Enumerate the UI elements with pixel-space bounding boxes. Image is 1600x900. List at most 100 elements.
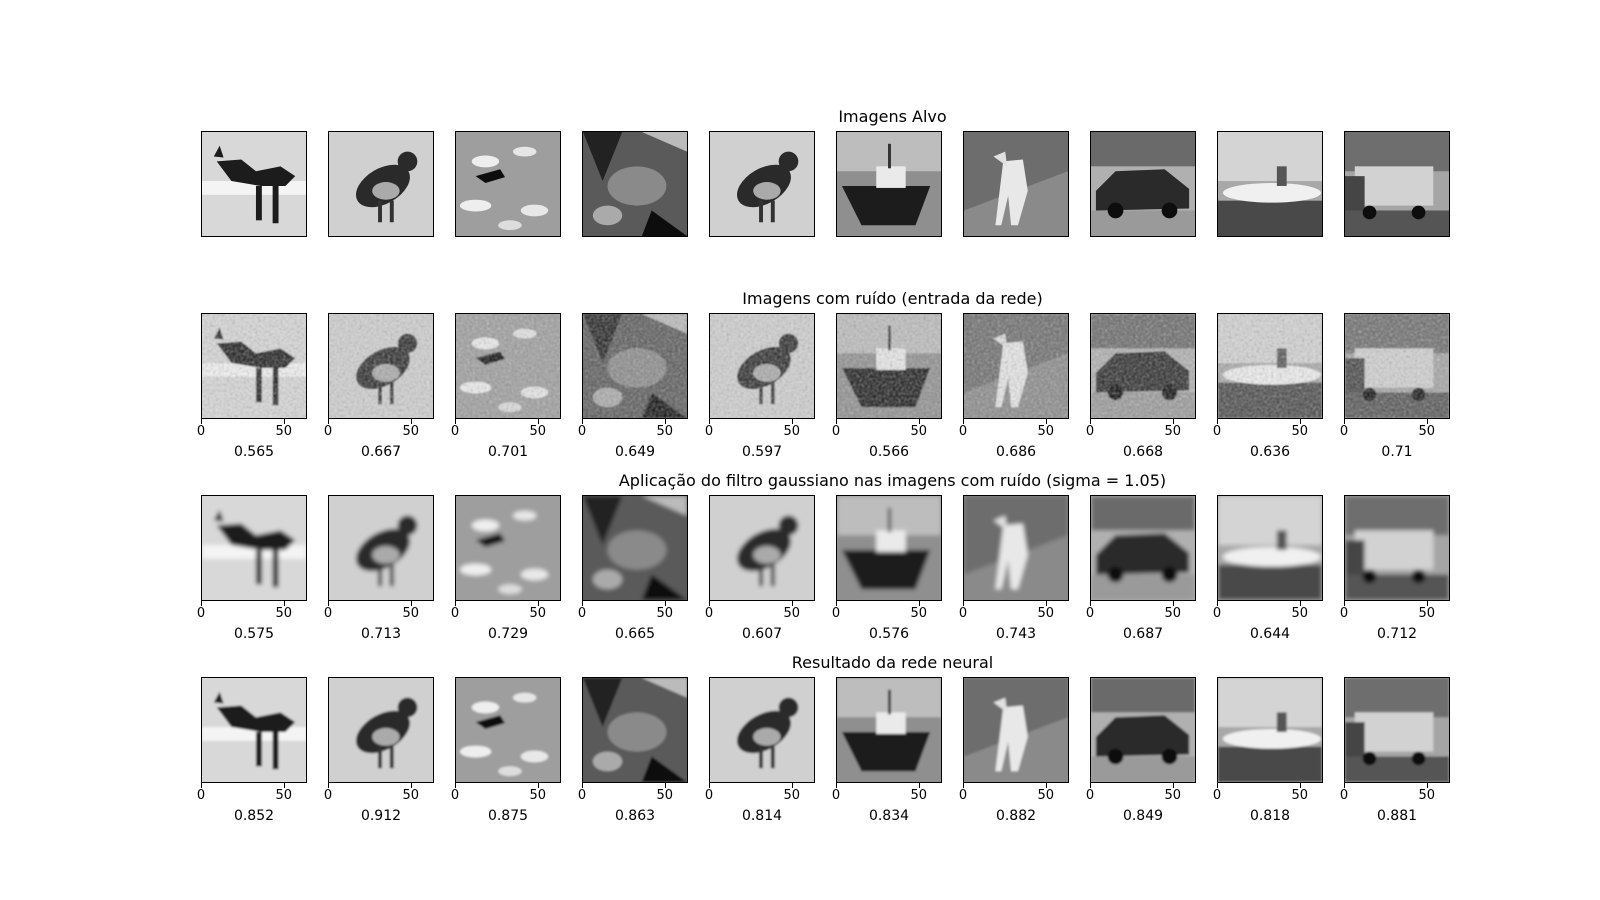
row-title: Resultado da rede neural	[791, 653, 994, 672]
x-tick-label: 50	[1291, 606, 1309, 621]
image-panel-ship	[1217, 677, 1323, 783]
image-panel-automobile	[1090, 495, 1196, 601]
row-title: Aplicação do filtro gaussiano nas imagen…	[618, 471, 1167, 490]
x-tick	[1426, 601, 1428, 606]
x-tick-label: 0	[323, 788, 333, 803]
ssim-score: 0.881	[1376, 808, 1418, 824]
x-tick	[1090, 601, 1091, 606]
x-tick	[328, 783, 329, 788]
x-tick	[836, 601, 837, 606]
x-tick	[537, 783, 539, 788]
image-panel-truck	[1344, 313, 1450, 419]
image-panel-horse	[963, 495, 1069, 601]
image-panel-truck	[1344, 495, 1450, 601]
x-tick-label: 0	[1085, 424, 1095, 439]
ssim-score: 0.565	[233, 444, 275, 460]
x-tick	[1344, 783, 1345, 788]
x-tick-label: 50	[1164, 424, 1182, 439]
x-tick	[537, 419, 539, 424]
x-tick-label: 0	[196, 424, 206, 439]
x-tick	[410, 601, 412, 606]
x-tick-label: 50	[275, 424, 293, 439]
image-panel-frog	[582, 495, 688, 601]
ssim-score: 0.713	[360, 626, 402, 642]
x-tick	[201, 601, 202, 606]
x-tick	[836, 419, 837, 424]
x-tick-label: 50	[402, 606, 420, 621]
x-tick-label: 0	[323, 606, 333, 621]
x-tick	[918, 601, 920, 606]
image-panel-cat	[201, 313, 307, 419]
x-tick-label: 50	[529, 606, 547, 621]
x-tick-label: 0	[958, 606, 968, 621]
x-tick	[283, 601, 285, 606]
x-tick-label: 0	[450, 424, 460, 439]
image-panel-ship	[1217, 313, 1323, 419]
x-tick-label: 0	[1339, 788, 1349, 803]
x-tick	[709, 601, 710, 606]
ssim-score: 0.849	[1122, 808, 1164, 824]
x-tick	[328, 601, 329, 606]
ssim-score: 0.712	[1376, 626, 1418, 642]
x-tick-label: 0	[1339, 424, 1349, 439]
x-tick-label: 50	[910, 788, 928, 803]
image-panel-bird	[709, 313, 815, 419]
ssim-score: 0.644	[1249, 626, 1291, 642]
x-tick-label: 0	[577, 606, 587, 621]
x-tick-label: 50	[910, 606, 928, 621]
ssim-score: 0.668	[1122, 444, 1164, 460]
ssim-score: 0.882	[995, 808, 1037, 824]
image-panel-airplane	[455, 495, 561, 601]
image-panel-automobile	[1090, 131, 1196, 237]
x-tick-label: 50	[529, 424, 547, 439]
ssim-score: 0.566	[868, 444, 910, 460]
image-panel-automobile	[1090, 677, 1196, 783]
ssim-score: 0.852	[233, 808, 275, 824]
x-tick-label: 0	[577, 788, 587, 803]
x-tick-label: 0	[704, 424, 714, 439]
x-tick-label: 0	[704, 606, 714, 621]
ssim-score: 0.863	[614, 808, 656, 824]
image-panel-ship	[1217, 495, 1323, 601]
x-tick	[963, 783, 964, 788]
image-panel-ship	[1217, 131, 1323, 237]
x-tick	[918, 783, 920, 788]
image-panel-bird	[328, 495, 434, 601]
x-tick	[455, 783, 456, 788]
image-panel-truck	[1344, 677, 1450, 783]
x-tick	[963, 601, 964, 606]
x-tick-label: 0	[450, 788, 460, 803]
image-panel-horse	[963, 313, 1069, 419]
x-tick	[664, 783, 666, 788]
image-panel-frog	[582, 131, 688, 237]
x-tick-label: 0	[1212, 424, 1222, 439]
x-tick	[201, 419, 202, 424]
x-tick	[791, 419, 793, 424]
x-tick	[1045, 419, 1047, 424]
image-panel-bird	[709, 677, 815, 783]
x-tick	[1344, 601, 1345, 606]
x-tick	[283, 783, 285, 788]
x-tick	[455, 419, 456, 424]
x-tick-label: 0	[196, 606, 206, 621]
x-tick	[201, 783, 202, 788]
x-tick	[709, 783, 710, 788]
x-tick-label: 50	[910, 424, 928, 439]
image-panel-cat	[201, 495, 307, 601]
x-tick	[1426, 419, 1428, 424]
x-tick-label: 50	[1164, 606, 1182, 621]
x-tick-label: 50	[275, 606, 293, 621]
image-panel-cat	[201, 131, 307, 237]
x-tick-label: 50	[783, 424, 801, 439]
x-tick-label: 50	[275, 788, 293, 803]
x-tick-label: 50	[1418, 788, 1436, 803]
x-tick-label: 50	[402, 424, 420, 439]
image-panel-horse	[963, 677, 1069, 783]
x-tick	[1172, 783, 1174, 788]
x-tick	[1344, 419, 1345, 424]
x-tick	[1426, 783, 1428, 788]
x-tick	[791, 783, 793, 788]
x-tick	[1299, 783, 1301, 788]
x-tick-label: 50	[1291, 424, 1309, 439]
ssim-score: 0.729	[487, 626, 529, 642]
